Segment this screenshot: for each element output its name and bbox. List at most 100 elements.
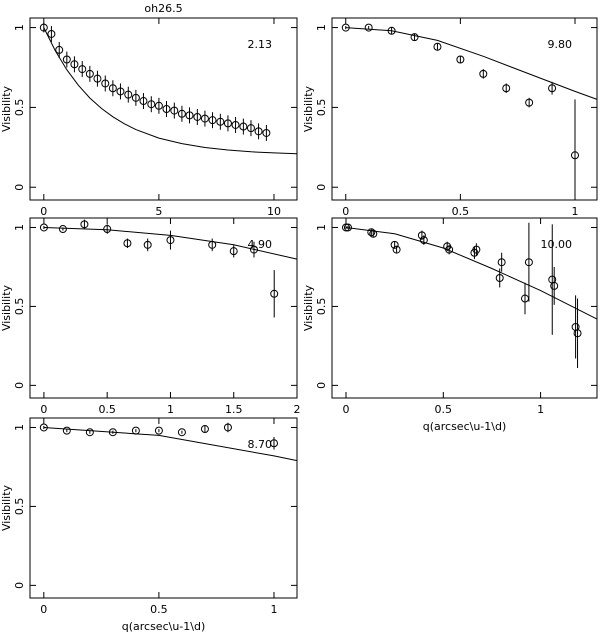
x-tick-label: 0: [40, 205, 47, 218]
data-point: [108, 428, 117, 437]
model-curve: [43, 27, 298, 155]
plot-frame: [331, 217, 598, 399]
data-point: [162, 105, 171, 113]
data-point: [123, 239, 132, 248]
y-axis-label: Visibility: [302, 284, 315, 331]
x-tick-label: 2: [294, 403, 301, 416]
data-point: [124, 90, 133, 99]
data-point: [417, 231, 426, 240]
data-point: [343, 223, 352, 232]
data-point: [85, 69, 94, 78]
data-point: [550, 281, 559, 290]
data-point: [270, 289, 279, 298]
data-point: [497, 258, 506, 267]
y-tick-label: 0.5: [13, 298, 26, 316]
model-curve: [43, 427, 298, 462]
y-tick-label: 1: [13, 24, 26, 31]
y-tick-label: 0.5: [13, 498, 26, 515]
plot-frame: [29, 417, 298, 599]
data-point: [387, 26, 396, 35]
y-tick-label: 0: [13, 382, 26, 389]
data-point: [524, 258, 533, 267]
data-point: [143, 240, 152, 249]
data-point: [392, 245, 401, 254]
data-point: [208, 116, 217, 125]
data-point: [147, 100, 156, 109]
x-tick-label: 1: [270, 603, 277, 616]
data-point: [39, 223, 48, 232]
y-tick-label: 1: [13, 224, 26, 231]
data-point: [254, 127, 263, 136]
data-point: [177, 428, 186, 437]
y-axis-label: Visibility: [0, 484, 13, 531]
data-point: [193, 112, 202, 121]
data-point: [390, 240, 399, 249]
data-point: [229, 247, 238, 256]
x-tick-label: 0.5: [150, 603, 168, 616]
y-axis-label: Visibility: [0, 284, 13, 331]
data-point: [502, 84, 511, 93]
plot-frame: [29, 217, 298, 399]
data-point: [249, 245, 258, 254]
data-point: [573, 329, 582, 338]
data-point: [456, 55, 465, 64]
data-point: [548, 84, 557, 93]
data-point: [419, 236, 428, 245]
data-point: [239, 122, 248, 131]
data-point: [80, 220, 89, 229]
x-tick-label: 0: [40, 603, 47, 616]
annotation: 9.80: [548, 38, 573, 51]
y-axis-label: Visibility: [0, 85, 13, 132]
data-point: [495, 274, 504, 282]
data-point: [364, 23, 373, 32]
x-axis-label: q(arcsec\u-1\d): [122, 620, 206, 633]
plot-frame: [29, 17, 298, 201]
data-point: [570, 151, 579, 160]
y-tick-label: 0.5: [315, 99, 328, 117]
data-point: [231, 120, 240, 129]
data-point: [177, 109, 186, 118]
x-tick-label: 0.5: [452, 205, 470, 218]
data-point: [131, 93, 140, 102]
data-point: [170, 106, 179, 115]
data-point: [525, 98, 534, 107]
data-point: [39, 423, 48, 432]
y-tick-label: 1: [315, 224, 328, 231]
data-point: [154, 426, 163, 435]
data-point: [101, 79, 110, 88]
y-tick-label: 1: [315, 24, 328, 31]
x-tick-label: 1.5: [225, 403, 243, 416]
x-tick-label: 0: [343, 403, 350, 416]
x-axis-label: q(arcsec\u-1\d): [423, 420, 507, 433]
data-point: [116, 87, 125, 96]
data-point: [262, 128, 271, 137]
x-tick-label: 5: [155, 205, 162, 218]
data-point: [269, 439, 278, 448]
chart-title: oh26.5: [144, 2, 182, 15]
data-point: [223, 423, 232, 432]
data-point: [154, 101, 163, 110]
x-tick-label: 0.5: [435, 403, 453, 416]
x-tick-label: 1: [571, 205, 578, 218]
data-point: [108, 84, 117, 93]
x-tick-label: 10: [267, 205, 281, 218]
x-tick-label: 0: [40, 403, 47, 416]
data-point: [85, 428, 94, 437]
data-point: [445, 245, 454, 254]
data-point: [342, 223, 351, 232]
data-point: [39, 23, 48, 32]
data-point: [216, 117, 225, 126]
data-point: [70, 60, 79, 69]
y-tick-label: 0.5: [13, 99, 26, 117]
data-point: [131, 426, 140, 435]
y-tick-label: 1: [13, 424, 26, 431]
data-point: [479, 69, 488, 78]
y-tick-label: 0: [315, 184, 328, 191]
x-tick-label: 1: [537, 403, 544, 416]
data-point: [62, 55, 71, 64]
data-point: [341, 23, 350, 32]
y-tick-label: 0.5: [315, 298, 328, 316]
data-point: [93, 74, 102, 83]
data-point: [208, 240, 217, 249]
